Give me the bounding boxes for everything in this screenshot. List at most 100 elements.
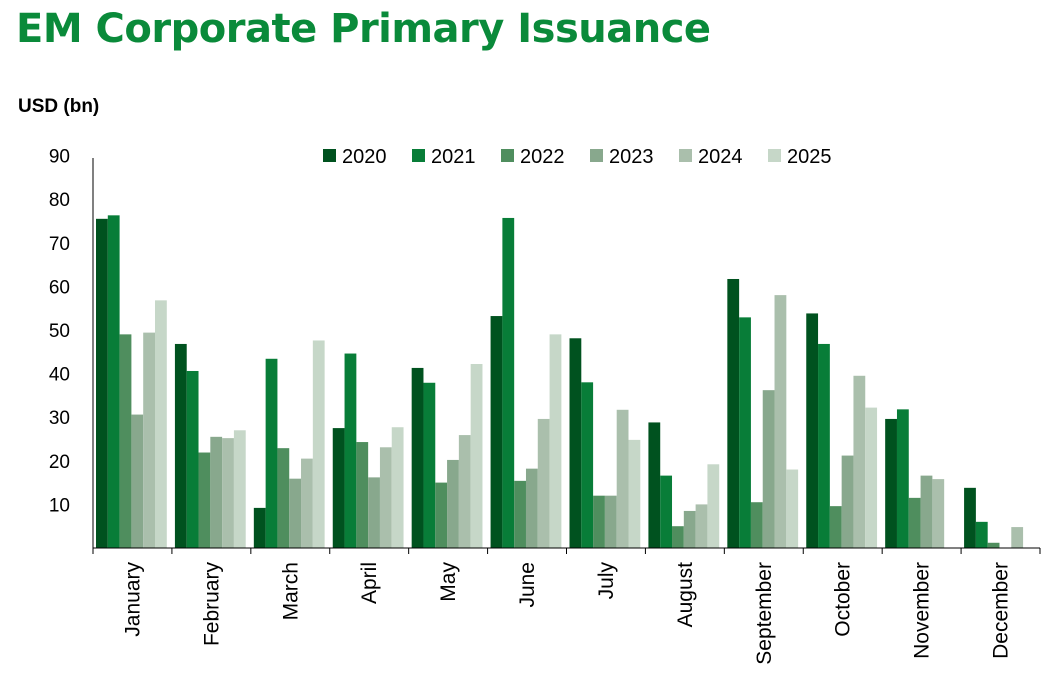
bar-2025-june <box>549 334 562 548</box>
y-tick-label: 50 <box>49 321 70 342</box>
bar-2024-april <box>379 447 392 548</box>
bar-2020-may <box>411 367 424 548</box>
bar-2024-december <box>1011 527 1024 548</box>
bar-2022-july <box>593 495 605 548</box>
y-tick-label: 30 <box>49 408 70 429</box>
bar-2023-january <box>131 414 144 548</box>
x-tick-label: November <box>911 562 934 659</box>
bar-2025-october <box>865 407 878 548</box>
bar-2023-february <box>210 436 223 548</box>
legend-label: 2024 <box>698 146 743 168</box>
x-tick-label: September <box>753 562 776 665</box>
x-tick-label: February <box>200 562 223 647</box>
bar-2021-january <box>107 215 120 548</box>
bar-2025-august <box>707 464 720 548</box>
bar-2020-june <box>490 316 503 548</box>
axes <box>92 158 1041 554</box>
bar-2023-november <box>920 475 933 548</box>
x-tick-label: March <box>279 562 302 620</box>
bar-2024-may <box>458 435 471 548</box>
x-tick-label: June <box>516 562 539 608</box>
legend-swatch <box>679 149 692 162</box>
x-tick-label: October <box>832 562 855 637</box>
legend-label: 2020 <box>342 146 387 168</box>
y-axis-ticks: 10 20 30 40 50 60 70 80 90 <box>49 147 70 517</box>
bar-2023-april <box>368 477 380 548</box>
bar-2024-november <box>932 479 945 548</box>
bar-2024-july <box>616 409 629 548</box>
bar-2023-september <box>762 390 775 548</box>
bar-2025-july <box>628 439 641 548</box>
bar-2020-february <box>174 343 187 548</box>
bar-2024-january <box>143 332 155 548</box>
bar-2021-august <box>660 475 673 548</box>
bar-2021-november <box>896 409 909 548</box>
bar-2022-november <box>908 497 921 548</box>
bars <box>96 215 1024 548</box>
bar-2024-june <box>537 418 550 548</box>
bar-2021-april <box>344 353 357 548</box>
bar-2021-october <box>818 343 830 548</box>
y-tick-label: 20 <box>49 452 70 473</box>
bar-2025-september <box>786 469 799 548</box>
y-tick-label: 10 <box>49 495 70 516</box>
bar-2022-october <box>829 506 842 548</box>
bar-2020-december <box>964 487 976 548</box>
bar-2020-october <box>806 313 819 548</box>
bar-2023-july <box>604 495 617 548</box>
bar-2024-october <box>853 375 866 548</box>
bar-2021-june <box>502 217 515 548</box>
legend-label: 2022 <box>520 146 565 168</box>
bar-2021-september <box>739 317 751 548</box>
bar-2020-november <box>885 418 897 548</box>
x-tick-label: April <box>358 562 381 604</box>
bar-2024-august <box>695 504 708 548</box>
bar-2021-december <box>975 521 988 548</box>
x-tick-label: December <box>990 562 1013 659</box>
y-tick-label: 60 <box>49 277 70 298</box>
bar-2020-april <box>332 428 345 548</box>
bar-2023-may <box>447 459 459 548</box>
bar-2020-march <box>253 507 266 548</box>
bar-2022-december <box>987 542 1000 548</box>
legend-swatch <box>768 149 781 162</box>
bar-2020-august <box>648 422 661 548</box>
bar-2020-september <box>727 278 740 548</box>
x-tick-label: July <box>595 562 618 600</box>
bar-2022-may <box>435 482 448 548</box>
bar-2022-january <box>119 334 132 548</box>
bar-2022-march <box>277 448 290 548</box>
bar-2025-january <box>155 300 167 548</box>
bar-2021-march <box>265 358 278 548</box>
chart-title: EM Corporate Primary Issuance <box>16 6 711 52</box>
bar-2022-june <box>514 480 526 548</box>
bar-2022-september <box>750 502 763 548</box>
bar-2020-january <box>96 218 108 548</box>
legend-label: 2021 <box>431 146 476 168</box>
bar-2020-july <box>569 338 582 548</box>
legend-label: 2025 <box>787 146 832 168</box>
bar-2025-april <box>391 427 404 548</box>
bar-2023-june <box>525 468 538 548</box>
bar-2025-february <box>233 430 246 548</box>
legend-swatch <box>412 149 425 162</box>
x-tick-label: August <box>674 562 697 628</box>
y-tick-label: 80 <box>49 190 70 211</box>
bar-2024-february <box>222 438 234 548</box>
bar-2022-february <box>198 452 211 548</box>
bar-2025-march <box>312 340 325 548</box>
legend-swatch <box>590 149 603 162</box>
bar-2021-july <box>581 382 594 548</box>
bar-2024-march <box>301 458 313 548</box>
bar-2022-august <box>672 526 684 548</box>
bar-2021-may <box>423 382 436 548</box>
legend-label: 2023 <box>609 146 654 168</box>
bar-2023-march <box>289 478 302 548</box>
bar-2021-february <box>186 370 199 548</box>
bar-2024-september <box>774 295 787 548</box>
bar-2023-october <box>841 455 854 548</box>
bar-2025-may <box>470 364 483 548</box>
legend: 2020 2021 2022 2023 2024 2025 <box>323 146 832 168</box>
bar-2022-april <box>356 442 369 548</box>
x-tick-label: May <box>437 562 460 602</box>
